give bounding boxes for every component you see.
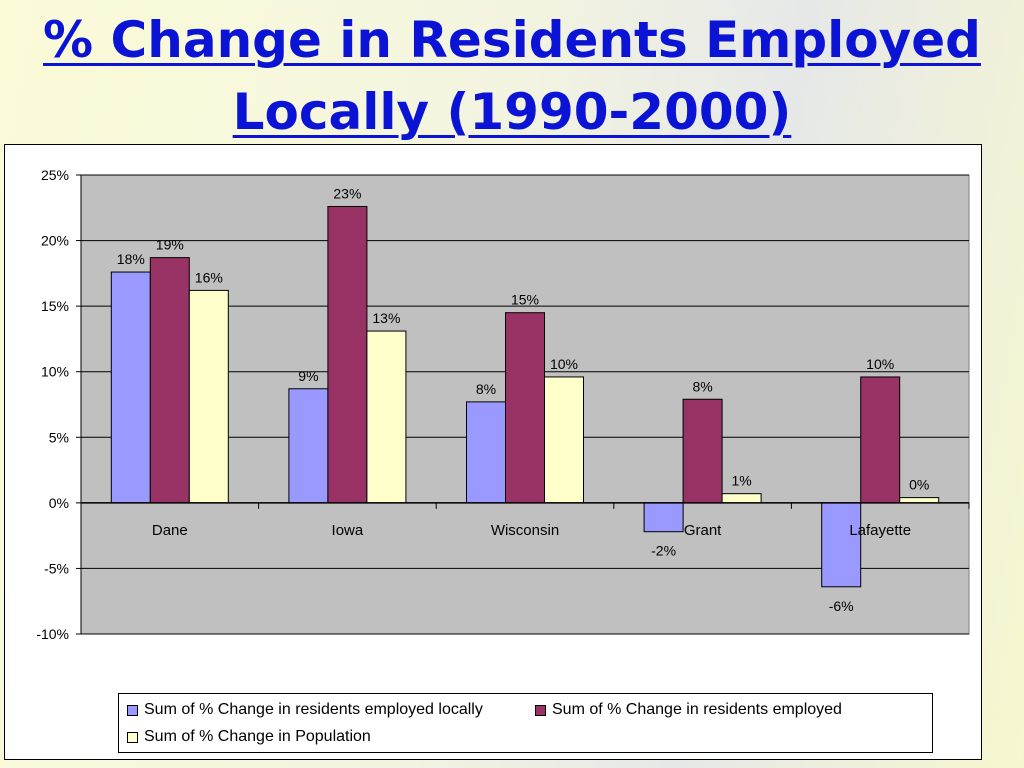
bar-grant-series-3 [721, 493, 762, 504]
legend-item-series-1: Sum of % Change in residents employed lo… [127, 701, 483, 719]
legend-label-series-3: Sum of % Change in Population [144, 728, 371, 745]
x-category-label: Wisconsin [491, 522, 559, 539]
y-tick-label: 15% [41, 298, 69, 314]
legend-swatch-series-3 [127, 731, 138, 743]
y-tick-label: 10% [41, 364, 69, 380]
data-label: 16% [195, 269, 223, 285]
data-label: 15% [511, 292, 539, 308]
data-label: 10% [866, 356, 894, 372]
data-label: 0% [909, 477, 929, 493]
bar-lafayette-series-1 [821, 502, 862, 588]
slide-title-line2: Locally (1990-2000) [232, 83, 792, 141]
bar-dane-series-1 [110, 271, 151, 504]
bar-iowa-series-1 [288, 388, 329, 504]
y-tick-label: 25% [41, 167, 69, 183]
y-tick-label: 0% [49, 495, 69, 511]
bar-dane-series-2 [149, 257, 190, 504]
x-category-label: Dane [152, 522, 188, 539]
legend-item-series-2: Sum of % Change in residents employed [535, 701, 842, 719]
bar-lafayette-series-3 [899, 497, 940, 504]
data-label: 8% [692, 378, 712, 394]
slide-title-line1: % Change in Residents Employed [43, 11, 981, 69]
legend-swatch-series-1 [127, 704, 138, 716]
legend-label-series-1: Sum of % Change in residents employed lo… [144, 701, 483, 718]
bar-grant-series-1 [643, 502, 684, 533]
y-tick-label: -5% [44, 560, 69, 576]
data-label: -2% [651, 543, 676, 559]
y-tick-label: 20% [41, 233, 69, 249]
bar-lafayette-series-2 [860, 376, 901, 504]
data-label: -6% [829, 598, 854, 614]
y-tick-label: 5% [49, 429, 69, 445]
legend-item-series-3: Sum of % Change in Population [127, 728, 371, 746]
bar-dane-series-3 [188, 289, 229, 504]
bar-iowa-series-2 [327, 205, 368, 504]
data-label: 23% [333, 185, 361, 201]
bar-wisconsin-series-3 [544, 376, 584, 504]
data-label: 10% [550, 356, 578, 372]
data-label: 1% [731, 473, 751, 489]
x-category-label: Lafayette [849, 522, 911, 539]
legend-swatch-series-2 [535, 704, 546, 716]
bar-wisconsin-series-1 [466, 401, 506, 504]
bar-chart: 25% 20% 15% 10% 5% 0% -5% -10% 18% 9% 8% -2% -6% 19% 2… [36, 167, 970, 642]
bar-wisconsin-series-2 [505, 312, 545, 504]
bar-grant-series-2 [682, 398, 723, 504]
slide-title: % Change in Residents Employed Locally (… [0, 4, 1024, 148]
data-label: 18% [117, 251, 145, 267]
y-tick-label: -10% [36, 626, 69, 642]
data-label: 13% [372, 310, 400, 326]
data-label: 19% [156, 237, 184, 253]
data-label: 8% [476, 381, 496, 397]
x-category-label: Grant [684, 522, 722, 539]
chart-frame: 25% 20% 15% 10% 5% 0% -5% -10% 18% 9% 8% -2% -6% 19% 2… [4, 144, 982, 760]
bar-iowa-series-3 [366, 330, 407, 504]
legend-label-series-2: Sum of % Change in residents employed [552, 701, 842, 718]
data-label: 9% [298, 368, 318, 384]
x-category-label: Iowa [332, 522, 364, 539]
chart-legend: Sum of % Change in residents employed lo… [118, 693, 933, 753]
